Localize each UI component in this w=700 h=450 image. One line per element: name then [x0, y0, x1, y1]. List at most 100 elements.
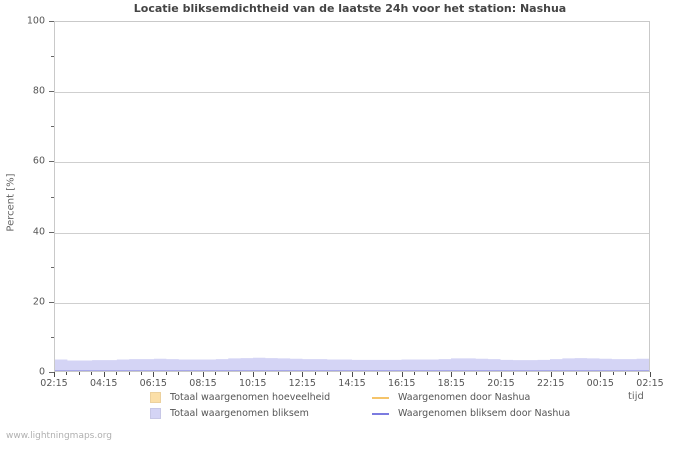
legend-label: Totaal waargenomen hoeveelheid — [170, 392, 331, 403]
x-tick-minor-11:15 — [277, 372, 279, 375]
x-tick-minor-19:15 — [476, 372, 478, 375]
x-tick-major-20:15 — [501, 372, 502, 377]
x-tick-label-0615: 06:15 — [139, 378, 167, 389]
x-tick-minor-19:45 — [488, 372, 490, 375]
legend-item-1[interactable]: Totaal waargenomen bliksem — [150, 408, 309, 419]
x-tick-minor-21:45 — [538, 372, 540, 375]
watermark: www.lightningmaps.org — [6, 431, 112, 441]
x-tick-major-22:15 — [550, 372, 552, 377]
y-tick-major-20 — [49, 301, 54, 303]
x-tick-label-1615: 16:15 — [387, 378, 416, 389]
x-tick-minor-11:45 — [289, 372, 291, 375]
x-tick-label-2215: 22:15 — [536, 378, 565, 389]
legend-line-icon — [372, 412, 389, 415]
x-tick-label-0015: 00:15 — [586, 378, 614, 389]
plot-area — [54, 21, 650, 372]
gridline-80 — [55, 92, 649, 94]
legend-item-3[interactable]: Waargenomen bliksem door Nashua — [372, 408, 570, 419]
x-tick-minor-23:45 — [587, 372, 589, 375]
x-tick-label-0815: 08:15 — [189, 378, 217, 389]
x-tick-minor-18:45 — [463, 372, 465, 375]
x-tick-minor-21:15 — [525, 372, 527, 375]
x-tick-minor-22:45 — [563, 372, 565, 375]
x-tick-minor-01:15 — [625, 372, 627, 375]
y-tick-major-80 — [49, 91, 54, 93]
x-tick-minor-02:45 — [66, 372, 68, 375]
y-tick-minor-70 — [51, 126, 54, 128]
x-tick-minor-08:45 — [215, 372, 217, 375]
y-tick-label-20: 20 — [32, 296, 45, 308]
x-tick-major-02:15 — [650, 372, 651, 377]
x-tick-minor-15:45 — [389, 372, 391, 375]
legend-swatch-icon — [150, 392, 161, 403]
x-tick-major-04:15 — [103, 372, 105, 377]
gridline-40 — [55, 232, 649, 234]
x-tick-major-00:15 — [600, 372, 602, 377]
chart-legend: Totaal waargenomen hoeveelheid Totaal waa… — [150, 392, 620, 422]
x-tick-label-1415: 14:15 — [338, 378, 366, 389]
x-tick-major-14:15 — [352, 372, 353, 377]
x-tick-minor-09:45 — [240, 372, 242, 375]
y-tick-major-60 — [49, 161, 54, 163]
legend-item-2[interactable]: Waargenomen door Nashua — [372, 392, 530, 403]
x-tick-minor-10:45 — [265, 372, 267, 375]
x-tick-major-02:15 — [54, 372, 55, 377]
x-tick-minor-03:45 — [91, 372, 93, 375]
y-tick-label-100: 100 — [26, 15, 45, 27]
gridline-60 — [55, 162, 649, 164]
y-tick-major-40 — [49, 231, 54, 233]
x-tick-label-1215: 12:15 — [288, 378, 316, 389]
y-tick-label-80: 80 — [32, 85, 45, 97]
y-tick-label-60: 60 — [32, 155, 45, 167]
x-tick-label-1815: 18:15 — [437, 378, 465, 389]
legend-label: Waargenomen door Nashua — [398, 392, 531, 403]
x-tick-label-0415: 04:15 — [89, 378, 118, 389]
y-tick-minor-10 — [51, 336, 54, 338]
y-tick-label-40: 40 — [32, 226, 45, 238]
y-tick-major-100 — [49, 21, 54, 22]
x-tick-minor-16:45 — [414, 372, 416, 375]
gridline-20 — [55, 302, 649, 304]
x-axis-title: tijd — [628, 391, 644, 402]
x-tick-minor-05:45 — [140, 372, 142, 375]
x-tick-major-08:15 — [203, 372, 204, 377]
x-tick-minor-09:15 — [227, 372, 229, 375]
y-tick-minor-30 — [51, 266, 54, 268]
x-tick-minor-15:15 — [376, 372, 378, 375]
x-tick-minor-17:45 — [438, 372, 440, 375]
x-tick-label-1015: 10:15 — [238, 378, 267, 389]
x-tick-minor-05:15 — [128, 372, 130, 375]
x-tick-minor-07:15 — [178, 372, 180, 375]
x-tick-major-16:15 — [401, 372, 403, 377]
legend-swatch-icon — [150, 408, 161, 419]
chart-title: Locatie bliksemdichtheid van de laatste … — [133, 2, 567, 15]
x-tick-minor-06:45 — [165, 372, 167, 375]
legend-item-0[interactable]: Totaal waargenomen hoeveelheid — [150, 392, 330, 403]
x-tick-minor-13:45 — [339, 372, 341, 375]
series-layer — [55, 357, 649, 371]
x-tick-label-0215: 02:15 — [636, 378, 664, 389]
x-tick-minor-07:45 — [190, 372, 192, 375]
x-tick-minor-12:45 — [314, 372, 316, 375]
x-tick-minor-20:45 — [513, 372, 515, 375]
x-tick-major-10:15 — [252, 372, 254, 377]
x-tick-minor-00:45 — [612, 372, 614, 375]
x-tick-label-0215: 02:15 — [40, 378, 68, 389]
x-axis: 02:15 04:15 06:15 08:15 10:15 12:15 14:15 16:15… — [40, 372, 664, 392]
legend-line-icon — [372, 396, 389, 399]
y-axis-title: Percent [%] — [5, 173, 17, 232]
x-tick-label-2015: 20:15 — [487, 378, 515, 389]
x-tick-major-06:15 — [153, 372, 155, 377]
series-area-totaal-waargenomen-bliksem — [55, 357, 649, 371]
y-tick-label-0: 0 — [38, 366, 45, 378]
y-tick-minor-90 — [51, 56, 54, 58]
x-tick-minor-14:45 — [364, 372, 366, 375]
legend-label: Waargenomen bliksem door Nashua — [398, 408, 571, 419]
x-tick-major-12:15 — [302, 372, 304, 377]
x-tick-minor-01:45 — [637, 372, 639, 375]
x-tick-minor-23:15 — [575, 372, 577, 375]
y-tick-major-0 — [49, 372, 54, 373]
x-tick-minor-03:15 — [78, 372, 80, 375]
x-tick-major-18:15 — [451, 372, 453, 377]
